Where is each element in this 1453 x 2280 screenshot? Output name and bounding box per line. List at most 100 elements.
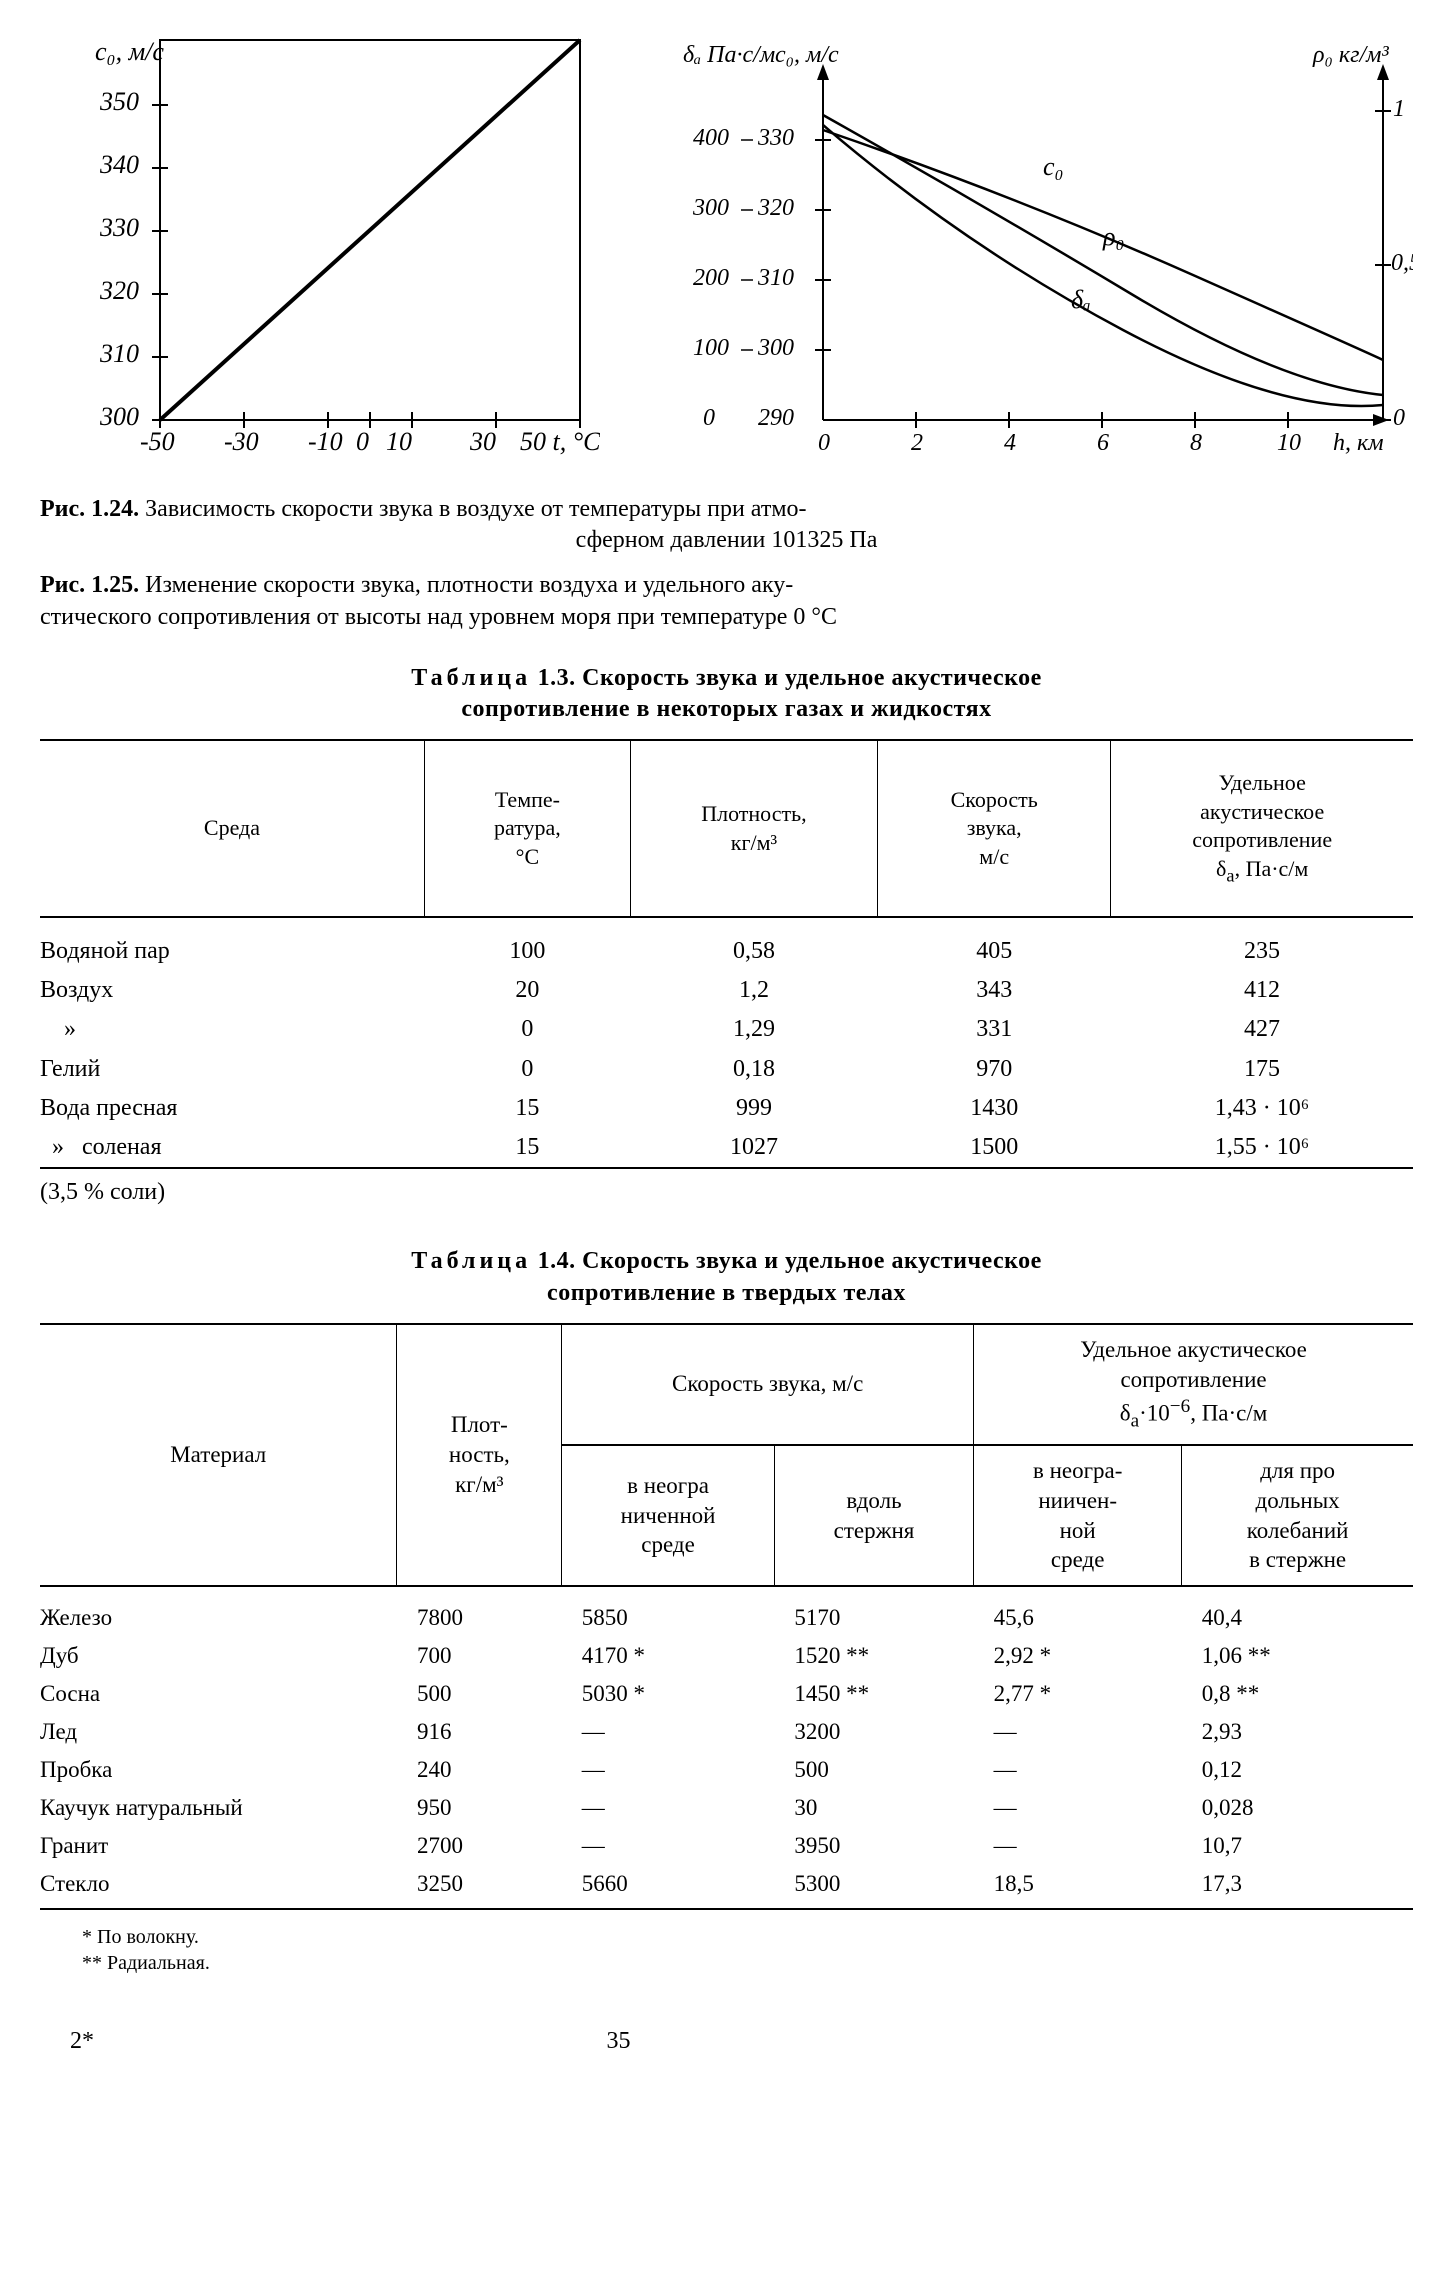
t4-h-speed: Скорость звука, м/с <box>562 1324 974 1445</box>
t3-cell: Вода пресная <box>40 1089 424 1128</box>
caption-fig124: Рис. 1.24. Зависимость скорости звука в … <box>40 494 1413 556</box>
footnotes: * По волокну. ** Радиальная. <box>40 1924 1413 1976</box>
t4-h-material: Материал <box>40 1324 397 1587</box>
svg-text:400: 400 <box>693 125 729 151</box>
table3-title: Таблица 1.3. Скорость звука и удельное а… <box>237 663 1217 725</box>
svg-text:320: 320 <box>99 276 139 305</box>
fig125-text-b: стического сопротивления от высоты над у… <box>40 604 837 630</box>
t4-cell: Сосна <box>40 1675 397 1713</box>
svg-text:310: 310 <box>99 339 139 368</box>
chart2-left2-label: c₀, м/с <box>775 42 839 68</box>
t3-h2: Плотность,кг/м³ <box>630 740 877 917</box>
table4: Материал Плот-ность,кг/м³ Скорость звука… <box>40 1323 1413 1911</box>
t3-cell: 20 <box>424 971 630 1010</box>
svg-text:0: 0 <box>818 430 830 456</box>
svg-text:0: 0 <box>356 427 369 456</box>
t4-cell: 1,06 ** <box>1182 1637 1413 1675</box>
t4-cell: 5850 <box>562 1586 775 1637</box>
t3-cell: 427 <box>1111 1010 1413 1049</box>
t3-extra: (3,5 % соли) <box>40 1177 1413 1216</box>
t3-cell: 999 <box>630 1089 877 1128</box>
t4-sh1: в неограниченнойсреде <box>562 1445 775 1587</box>
svg-text:300: 300 <box>757 335 794 361</box>
svg-text:10: 10 <box>1277 430 1301 456</box>
chart-fig125: δₐ Па·с/м c₀, м/с ρ₀ кг/м³ 0 100 200 300… <box>663 30 1413 470</box>
t3-cell: 0,58 <box>630 917 877 971</box>
t4-cell: — <box>562 1827 775 1865</box>
t4-cell: — <box>562 1751 775 1789</box>
t4-cell: 5300 <box>774 1865 973 1910</box>
svg-text:-50: -50 <box>140 427 175 456</box>
t4-cell: 1450 ** <box>774 1675 973 1713</box>
chart2-right-label: ρ₀ кг/м³ <box>1312 42 1389 68</box>
t4-cell: — <box>974 1713 1182 1751</box>
t4-cell: Лед <box>40 1713 397 1751</box>
t4-cell: 500 <box>774 1751 973 1789</box>
svg-text:300: 300 <box>99 402 139 431</box>
table3: Среда Темпе-ратура,°С Плотность,кг/м³ Ск… <box>40 739 1413 1169</box>
t4-cell: 2,92 * <box>974 1637 1182 1675</box>
t4-cell: 2,77 * <box>974 1675 1182 1713</box>
t3-cell: 405 <box>878 917 1111 971</box>
t4-h-imp: Удельное акустическоесопротивлениеδa·10−… <box>974 1324 1413 1445</box>
t3-cell: 175 <box>1111 1050 1413 1089</box>
svg-text:2: 2 <box>911 430 923 456</box>
t4-cell: 500 <box>397 1675 562 1713</box>
t3-cell: 1,55 · 10⁶ <box>1111 1128 1413 1168</box>
t3-cell: 100 <box>424 917 630 971</box>
svg-text:6: 6 <box>1097 430 1109 456</box>
t3-cell: 1,43 · 10⁶ <box>1111 1089 1413 1128</box>
page-number: 35 <box>607 2026 631 2057</box>
t4-cell: Стекло <box>40 1865 397 1910</box>
t4-cell: — <box>974 1751 1182 1789</box>
t3-cell: » соленая <box>40 1128 424 1168</box>
charts-row: c₀, м/с 300 310 320 330 340 350 -50 -30 … <box>40 30 1413 470</box>
t4-cell: — <box>562 1713 775 1751</box>
t4-cell: 7800 <box>397 1586 562 1637</box>
svg-text:10: 10 <box>386 427 412 456</box>
svg-text:300: 300 <box>692 195 729 221</box>
t3-h0: Среда <box>40 740 424 917</box>
t3-h1: Темпе-ратура,°С <box>424 740 630 917</box>
chart-fig124: c₀, м/с 300 310 320 330 340 350 -50 -30 … <box>40 30 600 470</box>
t3-cell: 235 <box>1111 917 1413 971</box>
svg-text:350: 350 <box>99 87 139 116</box>
t4-cell: 2700 <box>397 1827 562 1865</box>
svg-text:310: 310 <box>757 265 794 291</box>
table3-title-rest: Скорость звука и удельное акустическоесо… <box>461 665 1041 722</box>
svg-text:30: 30 <box>469 427 496 456</box>
t4-cell: — <box>562 1789 775 1827</box>
t3-cell: 1,2 <box>630 971 877 1010</box>
t4-cell: 1520 ** <box>774 1637 973 1675</box>
table4-title-rest: Скорость звука и удельное акустическоесо… <box>547 1248 1042 1305</box>
svg-text:330: 330 <box>757 125 794 151</box>
t4-cell: 0,12 <box>1182 1751 1413 1789</box>
t4-cell: 40,4 <box>1182 1586 1413 1637</box>
t3-h4: Удельноеакустическоесопротивлениеδa, Па·… <box>1111 740 1413 917</box>
t3-cell: 1027 <box>630 1128 877 1168</box>
t3-cell: 970 <box>878 1050 1111 1089</box>
t4-sh4: для продольныхколебанийв стержне <box>1182 1445 1413 1587</box>
t4-cell: 0,8 ** <box>1182 1675 1413 1713</box>
t3-cell: Водяной пар <box>40 917 424 971</box>
t4-cell: 45,6 <box>974 1586 1182 1637</box>
t3-cell: 0 <box>424 1010 630 1049</box>
t4-cell: 950 <box>397 1789 562 1827</box>
t4-h-density: Плот-ность,кг/м³ <box>397 1324 562 1587</box>
t4-cell: 17,3 <box>1182 1865 1413 1910</box>
t4-cell: — <box>974 1827 1182 1865</box>
svg-text:c₀: c₀ <box>1043 152 1064 181</box>
svg-text:200: 200 <box>693 265 729 291</box>
table4-title: Таблица 1.4. Скорость звука и удельное а… <box>237 1246 1217 1308</box>
t4-cell: 18,5 <box>974 1865 1182 1910</box>
chart2-xlabel: h, км <box>1333 430 1384 456</box>
chart1-xlabel: 50 t, °C <box>520 427 600 456</box>
t3-cell: » <box>40 1010 424 1049</box>
svg-text:-30: -30 <box>224 427 259 456</box>
t4-cell: 5660 <box>562 1865 775 1910</box>
footnote-1: * По волокну. <box>100 1924 1413 1950</box>
svg-text:290: 290 <box>758 405 794 431</box>
t4-cell: — <box>974 1789 1182 1827</box>
t4-cell: 0,028 <box>1182 1789 1413 1827</box>
t4-cell: Дуб <box>40 1637 397 1675</box>
